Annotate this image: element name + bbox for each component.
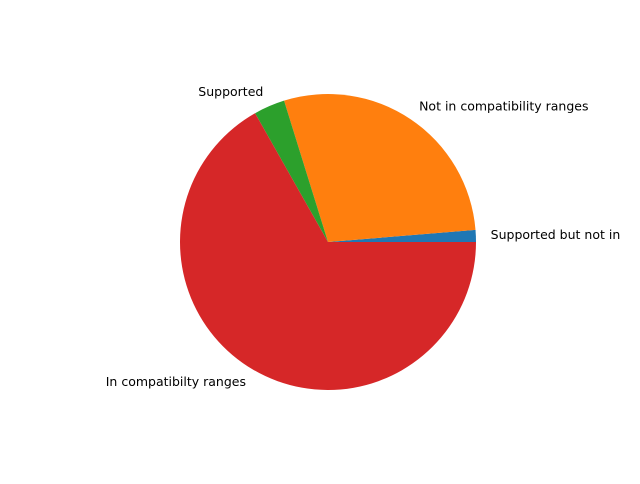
pie-slice-label-2: Supported bbox=[198, 84, 263, 99]
pie-slice-3 bbox=[179, 113, 476, 390]
pie-slice-label-3: In compatibilty ranges bbox=[106, 374, 246, 389]
pie-slice-label-0: Supported but not in bbox=[491, 227, 621, 242]
pie-slice-label-1: Not in compatibility ranges bbox=[419, 99, 588, 114]
pie-slice-1 bbox=[284, 93, 476, 243]
pie-slice-0 bbox=[328, 229, 476, 242]
pie-labels: Supported but not in Not in compatibility… bbox=[106, 84, 621, 389]
pie-slices bbox=[179, 93, 476, 390]
pie-slice-2 bbox=[255, 100, 328, 243]
